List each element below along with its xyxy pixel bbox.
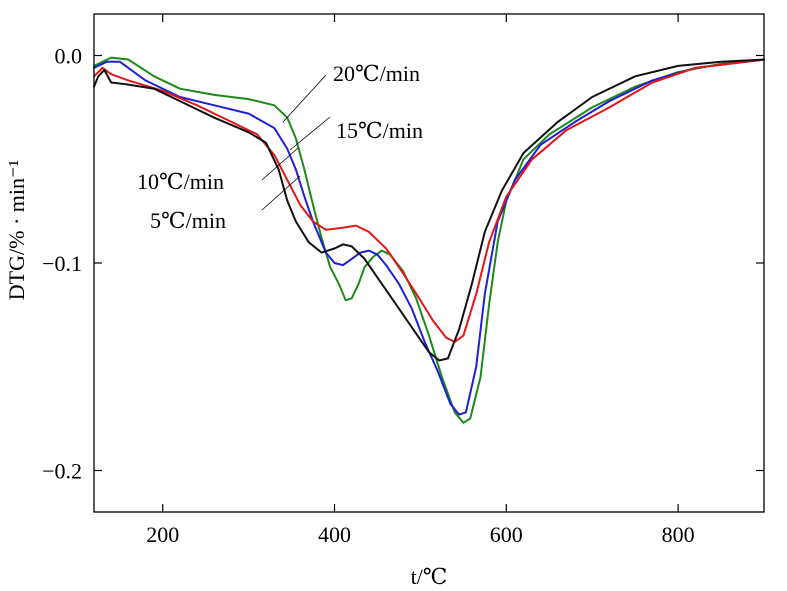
x-tick-label-600: 600 [490, 522, 523, 547]
x-tick-label-200: 200 [146, 522, 179, 547]
series-line-5c-per-min [93, 58, 765, 362]
label-10c: 10℃/min [137, 169, 224, 194]
series-line-10c-per-min [93, 58, 765, 343]
y-axis-title: DTG/% · min⁻¹ [4, 160, 29, 300]
series-labels: 20℃/min 15℃/min 10℃/min 5℃/min [137, 61, 423, 233]
y-tick-label-1: −0.1 [42, 251, 82, 276]
y-tick-label-2: −0.2 [42, 459, 82, 484]
y-axis: 0.0 −0.1 −0.2 [42, 44, 764, 484]
x-axis: 200 400 600 800 [146, 14, 695, 547]
leader-20 [282, 74, 327, 123]
y-tick-label-0: 0.0 [55, 44, 83, 69]
x-axis-title: t/℃ [411, 564, 448, 589]
leader-10 [261, 147, 299, 181]
leader-15 [289, 116, 331, 151]
leader-5 [261, 175, 301, 211]
label-15c: 15℃/min [336, 118, 423, 143]
series-line-15c-per-min [93, 58, 765, 416]
plot-frame [93, 13, 765, 513]
curves-group [93, 56, 765, 424]
series-line-20c-per-min [93, 56, 765, 424]
x-tick-label-800: 800 [662, 522, 695, 547]
label-20c: 20℃/min [333, 61, 420, 86]
label-5c: 5℃/min [150, 208, 226, 233]
x-tick-label-400: 400 [318, 522, 351, 547]
